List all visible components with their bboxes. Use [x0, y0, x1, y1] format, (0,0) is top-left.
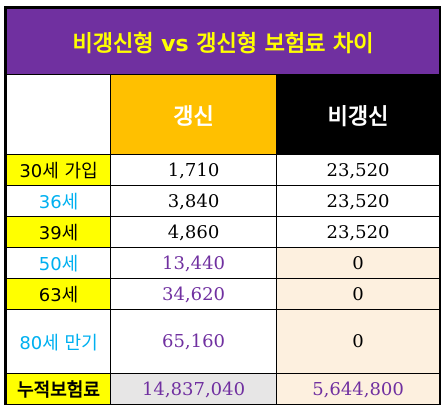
premium-comparison-table-frame: 비갱신형 vs 갱신형 보험료 차이 갱신 비갱신 30세 가입 1,710 2…	[4, 6, 441, 405]
header-renew: 갱신	[110, 74, 277, 155]
renew-value: 3,840	[110, 185, 277, 217]
table-row: 63세 34,620 0	[6, 278, 441, 310]
renew-value: 1,710	[110, 154, 277, 186]
nonrenew-value: 23,520	[275, 154, 441, 186]
table-row: 30세 가입 1,710 23,520	[6, 154, 441, 186]
nonrenew-value: 0	[275, 309, 441, 374]
total-label: 누적보험료	[6, 373, 111, 405]
table-title: 비갱신형 vs 갱신형 보험료 차이	[5, 8, 441, 75]
table-row: 36세 3,840 23,520	[6, 185, 441, 217]
renew-value: 65,160	[110, 309, 277, 374]
renew-value: 13,440	[110, 247, 277, 279]
title-row: 비갱신형 vs 갱신형 보험료 차이	[5, 8, 441, 75]
header-row: 갱신 비갱신	[6, 74, 441, 155]
table-row: 39세 4,860 23,520	[6, 216, 441, 248]
premium-comparison-table: 비갱신형 vs 갱신형 보험료 차이 갱신 비갱신 30세 가입 1,710 2…	[5, 8, 441, 405]
row-label: 80세 만기	[6, 309, 111, 374]
renew-value: 34,620	[110, 278, 277, 310]
header-nonrenew: 비갱신	[275, 74, 441, 155]
row-label: 36세	[6, 185, 111, 217]
total-renew-value: 14,837,040	[110, 373, 277, 405]
row-label: 30세 가입	[6, 154, 111, 186]
header-blank-cell	[6, 74, 111, 155]
total-row: 누적보험료 14,837,040 5,644,800	[6, 373, 441, 405]
renew-value: 4,860	[110, 216, 277, 248]
row-label: 39세	[6, 216, 111, 248]
table-row: 80세 만기 65,160 0	[6, 309, 441, 374]
nonrenew-value: 23,520	[275, 216, 441, 248]
nonrenew-value: 0	[275, 278, 441, 310]
row-label: 50세	[6, 247, 111, 279]
nonrenew-value: 23,520	[275, 185, 441, 217]
nonrenew-value: 0	[275, 247, 441, 279]
table-row: 50세 13,440 0	[6, 247, 441, 279]
total-nonrenew-value: 5,644,800	[275, 373, 441, 405]
row-label: 63세	[6, 278, 111, 310]
